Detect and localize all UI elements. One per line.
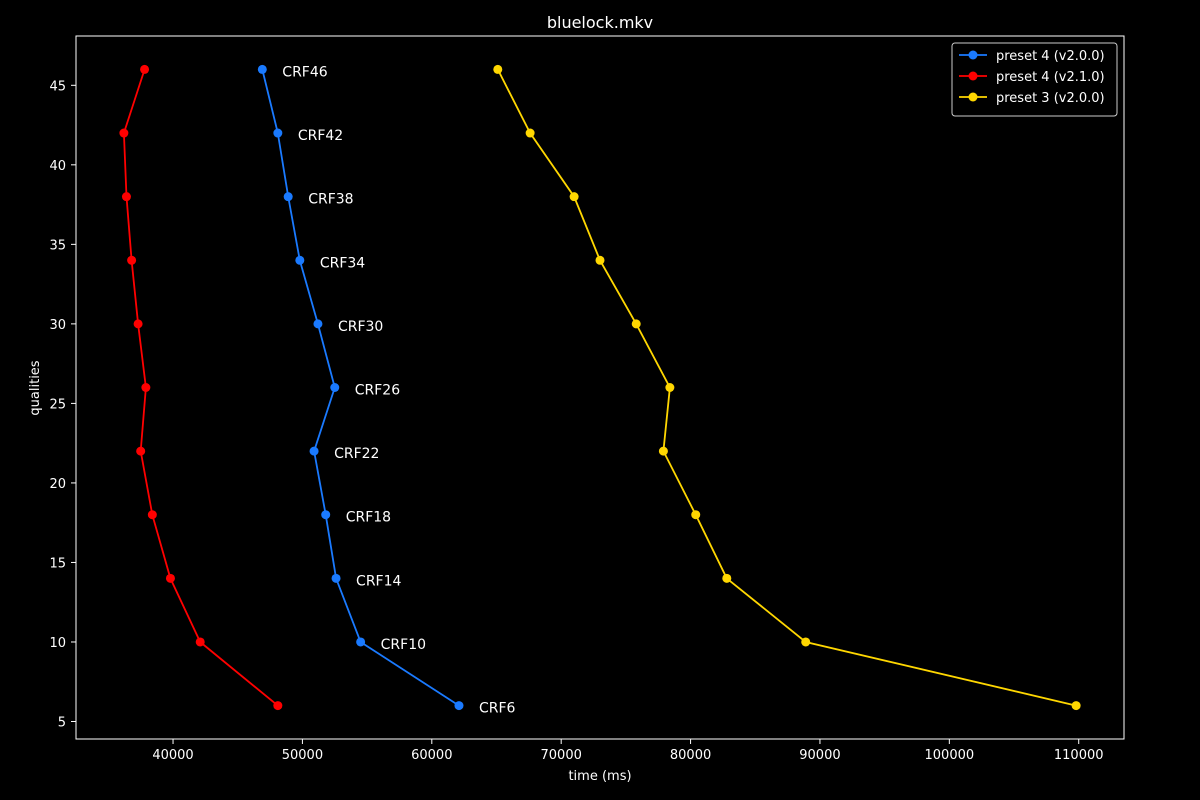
- y-tick-label: 35: [49, 238, 66, 253]
- y-tick-label: 40: [49, 159, 66, 174]
- data-point: [147, 510, 157, 520]
- point-label: CRF46: [282, 64, 327, 80]
- data-point: [313, 319, 323, 329]
- x-tick-label: 90000: [799, 748, 840, 763]
- data-point: [356, 637, 366, 647]
- legend-item: preset 4 (v2.0.0): [959, 49, 1105, 64]
- data-point: [127, 255, 137, 265]
- data-point: [665, 383, 675, 392]
- data-point: [801, 637, 811, 647]
- legend-marker: [968, 50, 978, 60]
- y-tick-label: 25: [49, 397, 66, 412]
- legend-label: preset 4 (v2.1.0): [996, 70, 1105, 85]
- y-tick-label: 20: [49, 477, 66, 492]
- data-point: [141, 383, 151, 392]
- x-tick-label: 70000: [541, 748, 582, 763]
- data-point: [121, 192, 131, 202]
- data-point: [295, 255, 305, 265]
- data-point: [165, 573, 175, 583]
- x-axis-label: time (ms): [568, 769, 631, 784]
- data-point: [1071, 701, 1081, 711]
- point-label: CRF14: [356, 573, 401, 589]
- data-point: [119, 128, 129, 138]
- legend-label: preset 3 (v2.0.0): [996, 91, 1105, 106]
- x-tick-label: 100000: [925, 748, 975, 763]
- y-tick-label: 5: [58, 716, 66, 731]
- point-label: CRF22: [334, 446, 379, 462]
- chart-title: bluelock.mkv: [547, 13, 653, 32]
- series-2: [119, 64, 283, 711]
- y-tick-label: 10: [49, 636, 66, 651]
- y-tick-label: 15: [49, 556, 66, 571]
- y-axis: 5 10 15 20 25 30 35 40 45: [49, 79, 76, 731]
- y-axis-label: qualities: [28, 360, 43, 415]
- legend-label: preset 4 (v2.0.0): [996, 49, 1105, 64]
- data-point: [257, 64, 267, 74]
- legend-item: preset 4 (v2.1.0): [959, 70, 1105, 85]
- data-point: [273, 701, 283, 711]
- point-label: CRF38: [308, 192, 353, 208]
- data-point: [454, 701, 464, 711]
- data-point: [195, 637, 205, 647]
- series-3: [493, 64, 1081, 711]
- point-label: CRF26: [355, 383, 400, 399]
- data-point: [658, 446, 668, 456]
- plot-frame: [75, 35, 1125, 740]
- data-point: [321, 510, 331, 520]
- data-point: [136, 446, 146, 456]
- point-label: CRF34: [320, 255, 365, 271]
- data-point: [722, 573, 732, 583]
- point-label: CRF10: [381, 637, 426, 653]
- data-point: [309, 446, 319, 456]
- data-point: [133, 319, 143, 329]
- legend-marker: [968, 92, 978, 102]
- legend-marker: [968, 71, 978, 81]
- data-point: [331, 573, 341, 583]
- data-point: [525, 128, 535, 138]
- legend: preset 4 (v2.0.0) preset 4 (v2.1.0) preset…: [951, 42, 1118, 117]
- point-label: CRF6: [479, 701, 516, 717]
- x-axis: 40000 50000 60000 70000 80000 90000 100000 1100…: [152, 739, 1104, 763]
- point-label: CRF18: [346, 510, 391, 526]
- y-tick-label: 45: [49, 79, 66, 94]
- data-point: [569, 192, 579, 202]
- data-point: [330, 383, 340, 392]
- x-tick-label: 110000: [1054, 748, 1104, 763]
- legend-box: [951, 42, 1118, 117]
- point-label: CRF42: [298, 128, 343, 144]
- point-label: CRF30: [338, 319, 383, 335]
- data-point: [273, 128, 283, 138]
- x-tick-label: 40000: [152, 748, 193, 763]
- y-tick-label: 30: [49, 318, 66, 333]
- x-tick-label: 80000: [670, 748, 711, 763]
- data-point: [691, 510, 701, 520]
- series-1: CRF46 CRF42 CRF38 CRF34 CRF30 CRF26 CRF22 CRF18…: [257, 64, 516, 717]
- data-point: [493, 64, 503, 74]
- x-tick-label: 60000: [411, 748, 452, 763]
- x-tick-label: 50000: [282, 748, 323, 763]
- series-layer: CRF46 CRF42 CRF38 CRF34 CRF30 CRF26 CRF22 CRF18…: [119, 64, 1081, 717]
- data-point: [595, 255, 605, 265]
- legend-item: preset 3 (v2.0.0): [959, 91, 1105, 106]
- data-point: [140, 64, 150, 74]
- data-point: [631, 319, 641, 329]
- data-point: [283, 192, 293, 202]
